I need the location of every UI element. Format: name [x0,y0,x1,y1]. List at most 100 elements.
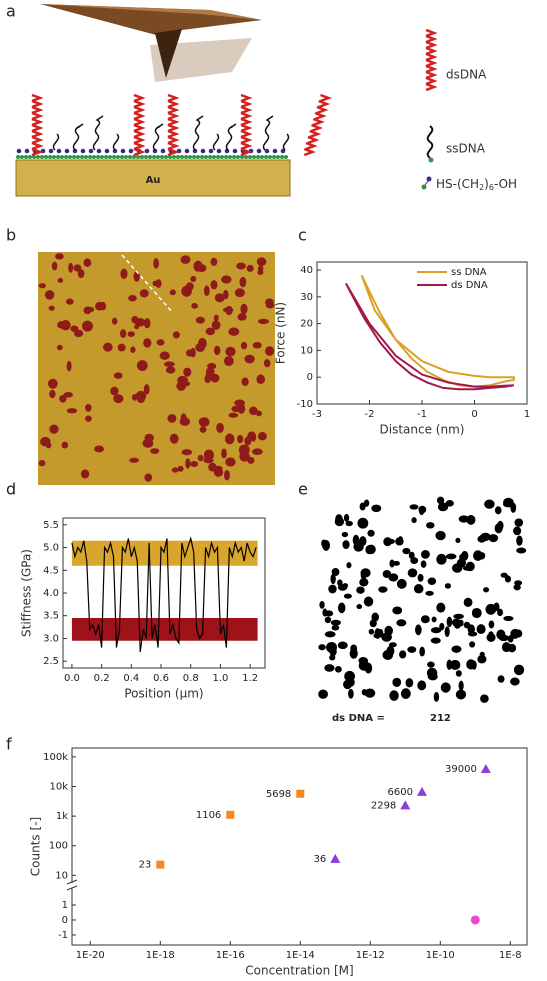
surface-dot [120,155,124,159]
blob [359,502,366,511]
blob [456,558,466,568]
point [330,853,341,863]
surface-dot [232,155,236,159]
surface-dot [144,155,148,159]
band [71,540,258,566]
blob [329,654,336,661]
blob [382,649,394,660]
blob [465,561,475,572]
spot [182,381,191,387]
spot [136,360,148,372]
spot [73,329,84,338]
x-tick-label: 0.8 [183,673,199,684]
dsdna [305,141,318,151]
ssdna [52,133,60,151]
spot [210,280,218,290]
dsdna [31,123,44,133]
spot [191,302,198,309]
blob [330,573,336,585]
surface-dot [104,148,110,154]
spot [111,317,118,325]
surface-dot [280,155,284,159]
x-tick-label: 1E-12 [356,950,385,961]
y-tick-label: 5.5 [43,520,59,531]
spot [40,436,51,447]
surface-dot [272,155,276,159]
icon-dot [428,157,434,163]
blob [400,688,411,699]
spot [110,386,119,396]
blob [485,603,497,615]
blob [392,677,402,687]
line [344,282,515,391]
spot [133,271,140,282]
surface-dot [192,155,196,159]
blob [417,680,427,691]
surface-dot [120,148,126,154]
spot [144,473,153,482]
blob [365,545,373,555]
surface-dot [204,155,208,159]
point [470,915,480,925]
blob [392,606,403,615]
dsdna [240,93,253,103]
spot [180,413,187,424]
blob [458,515,470,523]
dsdna [240,141,253,151]
spot [129,457,140,463]
surface-dot [144,148,150,154]
blob [510,502,517,513]
surface-dot [248,155,252,159]
blob [471,607,482,619]
dsdna [31,111,44,121]
surface-dot [112,155,116,159]
blob [345,520,353,527]
surface-dot [24,148,30,154]
ssdna [192,115,204,151]
surface-dot [60,155,64,159]
dsdna [312,117,325,127]
dsdna [31,129,44,139]
data-label: 1106 [196,810,221,821]
dsdna [311,123,324,133]
surface-dot [160,148,166,154]
spot [59,394,67,403]
axis-break [66,885,78,891]
spot [48,305,55,311]
dsdna [31,147,44,157]
blob [437,502,449,512]
blob [433,691,440,702]
dsdna [307,135,320,145]
spot [252,448,263,456]
dsdna [240,99,253,109]
spot [224,433,235,445]
y-tick-label: 100k [43,752,68,763]
spot [131,393,138,401]
blob [486,633,496,642]
surface-dot [148,155,152,159]
surface-dot [184,155,188,159]
x-axis-label: Position (μm) [124,687,203,701]
surface-dot [16,155,20,159]
blob [436,553,447,565]
blob [343,593,352,599]
x-tick-label: -2 [365,409,375,420]
spot [68,262,74,273]
spot [159,351,170,360]
ssdna [282,133,290,151]
spot [244,436,252,446]
dsdna [425,70,438,80]
blob [335,514,343,525]
x-tick-label: 1E-10 [426,950,455,961]
ssdna [92,115,104,151]
surface-dot [40,155,44,159]
surface-dot [228,155,232,159]
blob [430,637,441,644]
blob [444,626,450,638]
spot [143,384,150,395]
surface-dot [256,148,262,154]
surface-dot [124,155,128,159]
surface-dot [32,155,36,159]
spot [198,337,207,349]
surface-dot [48,155,52,159]
